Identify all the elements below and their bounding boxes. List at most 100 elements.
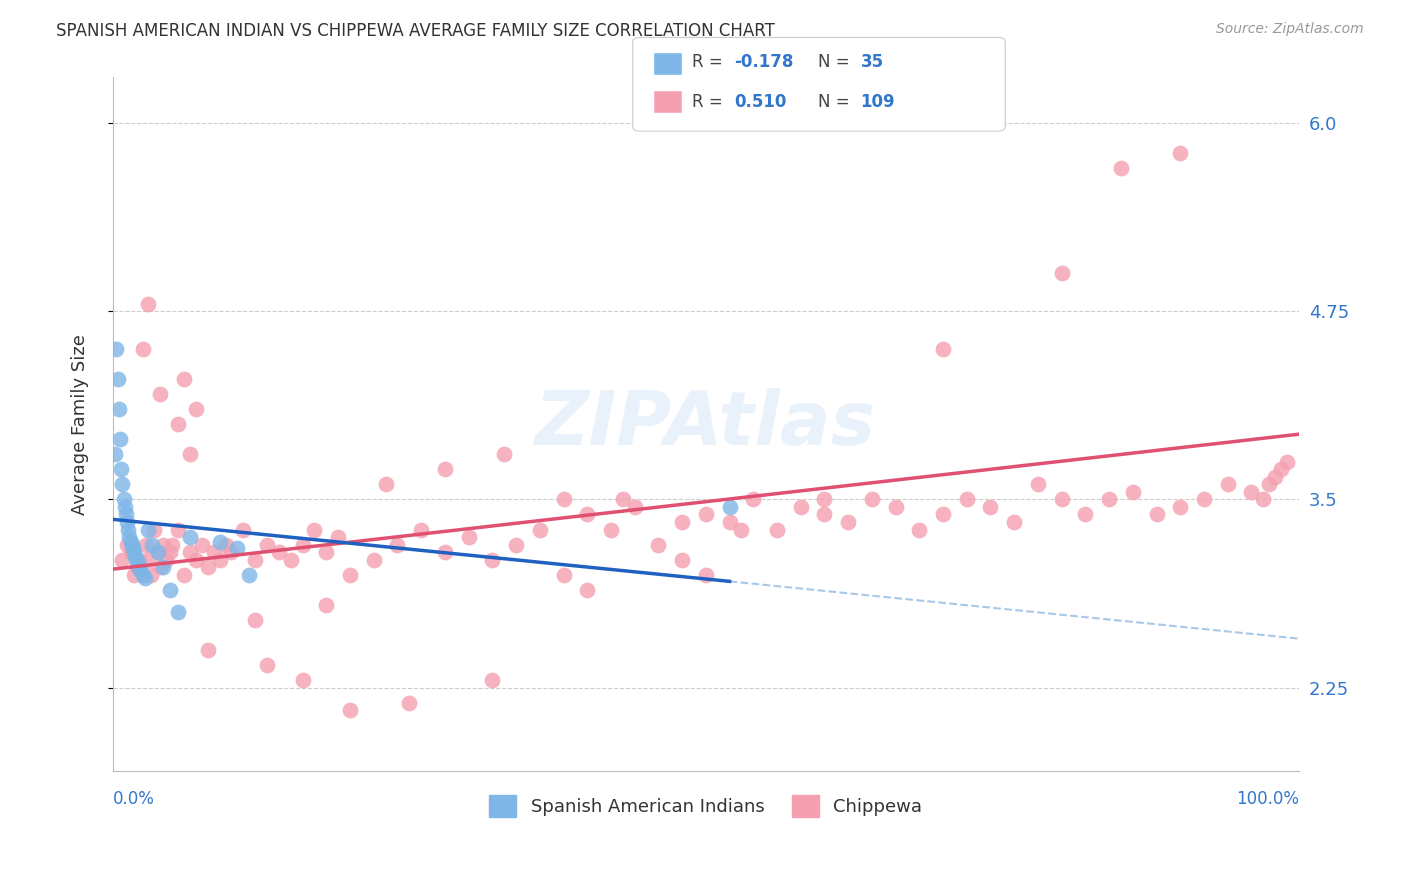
Point xyxy=(191,538,214,552)
Point xyxy=(202,545,225,559)
Point xyxy=(387,538,409,552)
Point xyxy=(107,372,129,386)
Point xyxy=(139,567,162,582)
Point xyxy=(612,492,634,507)
Point xyxy=(671,552,693,566)
Point xyxy=(576,582,599,597)
Point xyxy=(790,500,813,514)
Point xyxy=(813,492,835,507)
Point xyxy=(766,523,789,537)
Point xyxy=(576,508,599,522)
Point xyxy=(860,492,883,507)
Text: 0.0%: 0.0% xyxy=(112,790,155,808)
Point xyxy=(1002,515,1025,529)
Point xyxy=(135,538,157,552)
Point xyxy=(505,538,527,552)
Point xyxy=(742,492,765,507)
Point xyxy=(131,567,153,582)
Point xyxy=(149,560,172,574)
Point xyxy=(131,567,153,582)
Point xyxy=(1264,470,1286,484)
Point xyxy=(131,342,153,356)
Point xyxy=(159,582,181,597)
Point xyxy=(1270,462,1292,476)
Point xyxy=(1098,492,1121,507)
Point xyxy=(457,530,479,544)
Point xyxy=(226,541,249,555)
Point xyxy=(167,606,190,620)
Point xyxy=(1240,484,1263,499)
Point xyxy=(529,523,551,537)
Point xyxy=(138,296,160,310)
Point xyxy=(1192,492,1215,507)
Point xyxy=(1168,145,1191,160)
Point xyxy=(671,515,693,529)
Point xyxy=(127,556,149,570)
Point xyxy=(718,515,741,529)
Point xyxy=(553,567,575,582)
Point xyxy=(374,477,396,491)
Point xyxy=(256,538,278,552)
Point xyxy=(146,545,169,559)
Text: 35: 35 xyxy=(860,53,883,70)
Point xyxy=(117,523,139,537)
Point xyxy=(221,545,243,559)
Point xyxy=(125,552,148,566)
Point xyxy=(125,560,148,574)
Point xyxy=(121,538,143,552)
Point xyxy=(167,417,190,431)
Point xyxy=(398,696,420,710)
Point xyxy=(129,563,152,577)
Point xyxy=(197,643,219,657)
Legend: Spanish American Indians, Chippewa: Spanish American Indians, Chippewa xyxy=(482,788,929,824)
Point xyxy=(1050,492,1073,507)
Point xyxy=(111,552,134,566)
Point xyxy=(1074,508,1097,522)
Point xyxy=(884,500,907,514)
Point xyxy=(718,500,741,514)
Point xyxy=(908,523,931,537)
Point xyxy=(481,673,503,688)
Point xyxy=(1050,266,1073,280)
Point xyxy=(600,523,623,537)
Point xyxy=(494,447,516,461)
Point xyxy=(122,567,145,582)
Point xyxy=(184,552,207,566)
Text: R =: R = xyxy=(692,93,728,111)
Point xyxy=(1146,508,1168,522)
Point xyxy=(146,545,169,559)
Point xyxy=(179,447,201,461)
Point xyxy=(122,545,145,559)
Point xyxy=(1275,455,1298,469)
Point xyxy=(138,552,160,566)
Point xyxy=(184,402,207,417)
Point xyxy=(837,515,859,529)
Point xyxy=(623,500,645,514)
Point xyxy=(280,552,302,566)
Point xyxy=(932,342,955,356)
Point xyxy=(118,530,141,544)
Point xyxy=(115,538,138,552)
Point xyxy=(120,534,142,549)
Point xyxy=(152,538,174,552)
Point xyxy=(1216,477,1239,491)
Point xyxy=(730,523,752,537)
Text: Source: ZipAtlas.com: Source: ZipAtlas.com xyxy=(1216,22,1364,37)
Point xyxy=(179,530,201,544)
Point xyxy=(115,508,138,522)
Point xyxy=(433,545,456,559)
Point xyxy=(152,560,174,574)
Point xyxy=(128,560,150,574)
Text: ZIPAtlas: ZIPAtlas xyxy=(536,387,876,460)
Point xyxy=(155,552,177,566)
Point xyxy=(112,492,135,507)
Point xyxy=(115,515,138,529)
Point xyxy=(328,530,350,544)
Point xyxy=(243,613,266,627)
Point xyxy=(363,552,385,566)
Point xyxy=(1026,477,1049,491)
Point xyxy=(111,477,134,491)
Point xyxy=(433,462,456,476)
Point xyxy=(104,447,127,461)
Point xyxy=(122,541,145,555)
